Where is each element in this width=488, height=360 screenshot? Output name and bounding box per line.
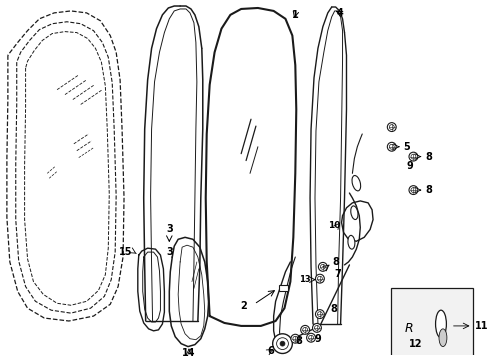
Text: 8: 8 bbox=[425, 185, 431, 195]
Ellipse shape bbox=[351, 176, 360, 191]
Circle shape bbox=[280, 341, 285, 346]
Text: 11: 11 bbox=[474, 321, 488, 331]
Circle shape bbox=[315, 310, 324, 319]
Text: 3: 3 bbox=[165, 247, 172, 257]
Text: 8: 8 bbox=[332, 257, 339, 267]
Circle shape bbox=[315, 274, 324, 283]
Text: 8: 8 bbox=[425, 152, 431, 162]
Circle shape bbox=[386, 123, 395, 131]
Text: 14: 14 bbox=[182, 348, 195, 359]
Text: 13: 13 bbox=[299, 275, 310, 284]
Circle shape bbox=[272, 334, 292, 354]
Text: 7: 7 bbox=[334, 269, 341, 279]
Circle shape bbox=[318, 262, 326, 271]
Text: 9: 9 bbox=[406, 161, 412, 171]
FancyBboxPatch shape bbox=[278, 284, 288, 292]
Text: 2: 2 bbox=[240, 301, 247, 311]
Ellipse shape bbox=[350, 206, 357, 220]
Text: 5: 5 bbox=[403, 142, 409, 152]
Ellipse shape bbox=[438, 329, 446, 347]
Circle shape bbox=[408, 152, 417, 161]
Circle shape bbox=[300, 325, 309, 334]
Text: 6: 6 bbox=[267, 346, 273, 356]
Circle shape bbox=[408, 186, 417, 194]
Text: 8: 8 bbox=[330, 304, 337, 314]
Ellipse shape bbox=[347, 235, 354, 249]
Text: 4: 4 bbox=[336, 8, 342, 18]
Text: 3: 3 bbox=[165, 224, 172, 234]
Circle shape bbox=[312, 324, 321, 332]
Text: 15: 15 bbox=[119, 247, 133, 257]
Text: 8: 8 bbox=[295, 336, 302, 346]
Circle shape bbox=[386, 142, 395, 151]
FancyBboxPatch shape bbox=[390, 288, 472, 356]
Ellipse shape bbox=[435, 310, 446, 338]
Circle shape bbox=[290, 334, 299, 343]
Text: 9: 9 bbox=[314, 334, 321, 344]
Circle shape bbox=[306, 333, 315, 342]
Text: 12: 12 bbox=[408, 339, 421, 348]
Circle shape bbox=[276, 338, 288, 350]
Text: R: R bbox=[404, 322, 412, 336]
Text: 1: 1 bbox=[291, 10, 298, 20]
Text: 10: 10 bbox=[328, 221, 340, 230]
